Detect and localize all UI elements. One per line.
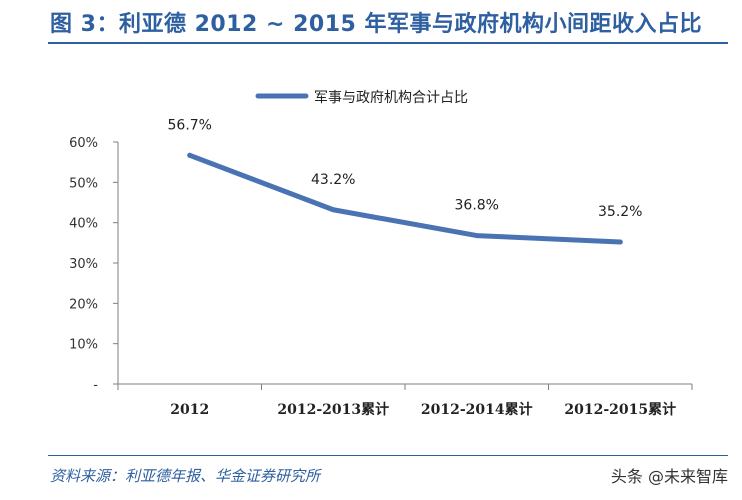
data-label: 43.2% <box>311 172 355 188</box>
source-note: 资料来源：利亚德年报、华金证券研究所 <box>50 467 321 485</box>
source-divider <box>48 455 728 456</box>
data-label: 36.8% <box>455 198 499 214</box>
x-tick-label: 2012-2014累计 <box>421 401 533 418</box>
y-tick-label: - <box>93 378 98 393</box>
data-point <box>474 233 480 239</box>
y-tick-label: 20% <box>69 297 98 312</box>
y-tick-label: 10% <box>69 338 98 353</box>
data-point <box>187 152 193 158</box>
y-tick-label: 40% <box>69 217 98 232</box>
title-divider <box>48 42 728 44</box>
data-point <box>617 239 623 245</box>
data-label: 56.7% <box>168 117 212 133</box>
x-tick-label: 2012-2015累计 <box>564 401 676 418</box>
y-tick-label: 30% <box>69 257 98 272</box>
x-tick-label: 2012-2013累计 <box>277 401 389 418</box>
x-tick-label: 2012 <box>170 402 209 418</box>
data-point <box>330 207 336 213</box>
figure-title: 图 3：利亚德 2012 ~ 2015 年军事与政府机构小间距收入占比 <box>50 12 702 37</box>
legend-label: 军事与政府机构合计占比 <box>314 90 468 106</box>
watermark: 头条 @未来智库 <box>610 467 728 486</box>
data-label: 35.2% <box>598 204 642 220</box>
series-line <box>187 152 623 245</box>
y-tick-label: 50% <box>69 176 98 191</box>
y-tick-label: 60% <box>69 136 98 151</box>
